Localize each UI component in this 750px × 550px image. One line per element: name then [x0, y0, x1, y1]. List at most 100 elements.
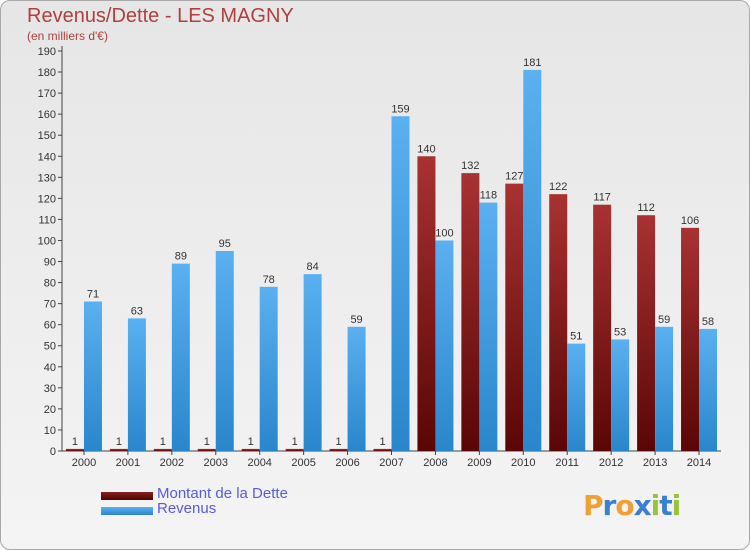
bar-dette [65, 448, 84, 451]
y-tick-label: 110 [38, 214, 56, 226]
bar-value-label: 53 [614, 326, 626, 338]
y-tick-label: 170 [38, 88, 56, 100]
y-tick-label: 80 [44, 278, 56, 290]
x-tick-label: 2004 [247, 457, 271, 469]
bar-revenus [303, 274, 322, 451]
bar-revenus [567, 343, 586, 451]
bar-dette [505, 183, 524, 451]
bar-value-label: 59 [350, 314, 362, 326]
bar-revenus [611, 339, 630, 451]
bar-dette [549, 194, 568, 451]
y-tick-label: 30 [44, 383, 56, 395]
y-tick-label: 0 [50, 446, 56, 458]
x-tick-label: 2006 [335, 457, 359, 469]
y-tick-label: 120 [38, 193, 56, 205]
y-tick-label: 90 [44, 257, 56, 269]
bar-value-label: 95 [219, 238, 231, 250]
bar-dette [417, 156, 436, 451]
legend-swatch-revenus [101, 507, 153, 515]
bar-dette [681, 227, 700, 451]
bar-dette [593, 204, 612, 451]
x-tick-label: 2000 [72, 457, 96, 469]
bar-revenus [83, 301, 102, 451]
bar-value-label: 100 [435, 227, 453, 239]
x-tick-label: 2010 [511, 457, 535, 469]
bar-value-label: 106 [681, 215, 699, 227]
bar-value-label: 51 [570, 331, 582, 343]
bar-value-label: 1 [292, 436, 298, 448]
x-tick-label: 2005 [291, 457, 315, 469]
bar-dette [153, 448, 172, 451]
bar-revenus [347, 326, 366, 451]
x-tick-label: 2003 [204, 457, 228, 469]
bar-value-label: 181 [523, 57, 541, 69]
bar-dette [109, 448, 128, 451]
bar-dette [373, 448, 392, 451]
bar-value-label: 132 [461, 160, 479, 172]
bar-revenus [171, 263, 190, 451]
y-tick-label: 130 [38, 172, 56, 184]
bar-value-label: 1 [336, 436, 342, 448]
x-tick-label: 2001 [116, 457, 140, 469]
bar-dette [197, 448, 216, 451]
bar-value-label: 117 [593, 192, 611, 204]
y-tick-label: 150 [38, 130, 56, 142]
y-tick-label: 190 [38, 46, 56, 58]
bar-value-label: 112 [637, 202, 655, 214]
x-tick-label: 2013 [643, 457, 667, 469]
bar-value-label: 71 [87, 289, 99, 301]
y-tick-label: 20 [44, 404, 56, 416]
bar-value-label: 1 [72, 436, 78, 448]
y-tick-label: 50 [44, 341, 56, 353]
bar-dette [637, 215, 656, 451]
bar-value-label: 1 [248, 436, 254, 448]
bar-value-label: 58 [702, 316, 714, 328]
y-tick-label: 180 [38, 67, 56, 79]
bar-value-label: 89 [175, 251, 187, 263]
bar-value-label: 1 [204, 436, 210, 448]
bar-revenus [655, 326, 674, 451]
bar-revenus [699, 328, 718, 451]
legend-label-dette: Montant de la Dette [157, 485, 288, 502]
bar-value-label: 140 [417, 143, 435, 155]
bar-revenus [479, 202, 498, 451]
bar-value-label: 122 [549, 181, 567, 193]
bar-dette [329, 448, 348, 451]
bar-dette [241, 448, 260, 451]
bar-revenus [127, 318, 146, 451]
x-tick-label: 2002 [160, 457, 184, 469]
bar-dette [285, 448, 304, 451]
bar-value-label: 127 [505, 171, 523, 183]
bar-revenus [435, 240, 454, 451]
bar-value-label: 1 [160, 436, 166, 448]
bar-revenus [391, 116, 410, 452]
x-tick-label: 2012 [599, 457, 623, 469]
x-tick-label: 2007 [379, 457, 403, 469]
chart-title: Revenus/Dette - LES MAGNY [27, 5, 294, 27]
y-tick-label: 140 [38, 151, 56, 163]
y-tick-label: 10 [44, 425, 56, 437]
bar-revenus [215, 251, 234, 451]
legend-label-revenus: Revenus [157, 500, 217, 517]
bar-value-label: 63 [131, 305, 143, 317]
bar-value-label: 78 [263, 274, 275, 286]
y-tick-label: 60 [44, 320, 56, 332]
legend-swatch-dette [101, 492, 153, 500]
bar-value-label: 1 [116, 436, 122, 448]
bar-value-label: 84 [307, 261, 319, 273]
x-tick-label: 2014 [687, 457, 711, 469]
y-tick-label: 160 [38, 109, 56, 121]
x-tick-label: 2009 [467, 457, 491, 469]
bar-revenus [523, 69, 542, 452]
x-tick-label: 2011 [555, 457, 579, 469]
proxiti-logo: Proxiti [583, 489, 681, 522]
bar-value-label: 159 [391, 103, 409, 115]
bar-value-label: 1 [379, 436, 385, 448]
y-tick-label: 70 [44, 299, 56, 311]
bar-revenus [259, 286, 278, 451]
y-tick-label: 40 [44, 362, 56, 374]
y-tick-label: 100 [38, 235, 56, 247]
bar-value-label: 118 [480, 190, 498, 202]
